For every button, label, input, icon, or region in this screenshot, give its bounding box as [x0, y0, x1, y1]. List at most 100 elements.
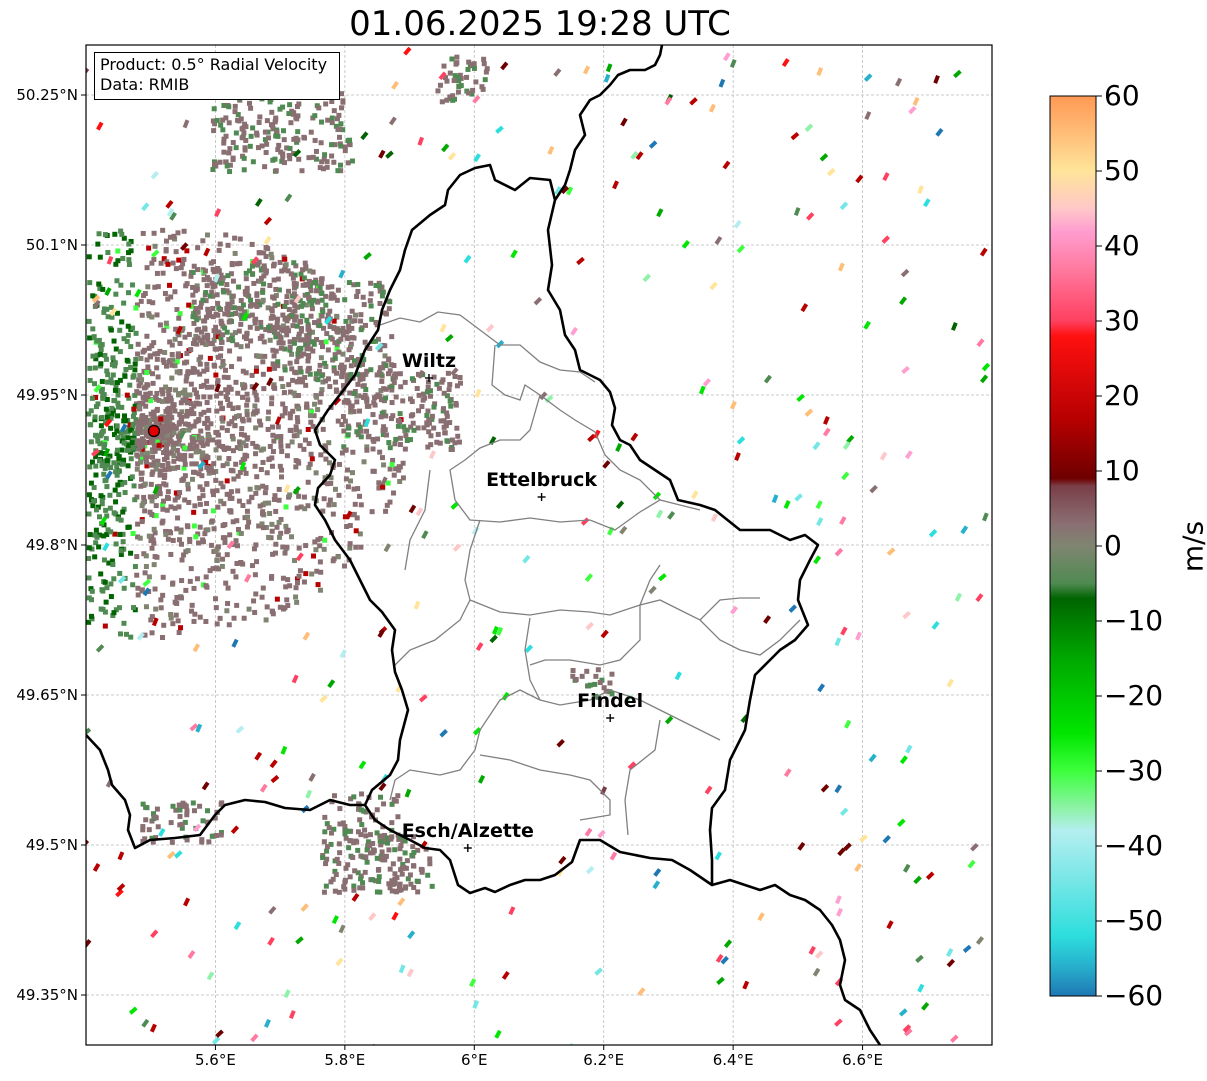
echo-cell	[283, 504, 289, 510]
echo-cell	[254, 559, 260, 565]
echo-cell	[154, 408, 160, 414]
echo-cell	[392, 880, 398, 886]
echo-cell	[95, 644, 105, 653]
echo-cell	[103, 418, 113, 428]
echo-cell	[182, 119, 190, 129]
echo-cell	[282, 303, 288, 309]
echo-cell	[374, 394, 380, 400]
echo-cell	[214, 292, 220, 298]
echo-cell	[425, 872, 431, 878]
echo-cell	[187, 578, 193, 584]
echo-cell	[182, 387, 188, 393]
echo-cell	[185, 524, 191, 530]
echo-cell	[150, 454, 156, 460]
echo-cell	[243, 291, 249, 297]
echo-cell	[355, 356, 361, 362]
echo-cell	[258, 422, 264, 428]
echo-cell	[114, 310, 120, 316]
echo-cell	[379, 849, 385, 855]
echo-cell	[243, 276, 249, 282]
echo-cell	[151, 540, 157, 546]
echo-cell	[254, 197, 263, 207]
echo-cell	[207, 293, 213, 299]
echo-cell	[169, 211, 177, 221]
echo-cell	[313, 470, 319, 476]
echo-cell	[333, 123, 339, 129]
echo-cell	[131, 373, 137, 379]
echo-cell	[163, 408, 169, 414]
echo-cell	[313, 547, 319, 553]
echo-cell	[191, 808, 197, 814]
echo-cell	[239, 135, 245, 141]
echo-cell	[332, 340, 338, 346]
echo-cell	[126, 262, 132, 268]
echo-cell	[153, 493, 159, 499]
echo-cell	[391, 472, 397, 478]
echo-cell	[117, 575, 127, 584]
echo-cell	[472, 1000, 480, 1009]
echo-cell	[326, 502, 332, 508]
echo-cell	[277, 106, 283, 112]
echo-cell	[348, 407, 354, 413]
echo-cell	[570, 326, 578, 336]
echo-cell	[175, 351, 181, 357]
echo-cell	[349, 318, 355, 324]
echo-cell	[637, 987, 646, 997]
echo-cell	[345, 335, 351, 341]
echo-cell	[212, 333, 218, 339]
echo-cell	[112, 531, 118, 537]
echo-cell	[254, 303, 260, 309]
echo-cell	[427, 856, 433, 862]
echo-cell	[279, 448, 285, 454]
echo-cell	[233, 310, 239, 316]
echo-cell	[336, 860, 342, 866]
echo-cell	[212, 121, 218, 127]
echo-cell	[254, 365, 260, 371]
echo-cell	[343, 318, 349, 324]
echo-cell	[346, 400, 352, 406]
echo-cell	[216, 443, 222, 449]
echo-cell	[169, 362, 175, 368]
echo-cell	[287, 102, 293, 108]
echo-cell	[190, 292, 196, 298]
echo-cell	[667, 510, 676, 520]
echo-cell	[306, 352, 312, 358]
echo-cell	[224, 163, 230, 169]
echo-cell	[314, 288, 320, 294]
echo-cell	[164, 507, 170, 513]
echo-cell	[118, 551, 124, 557]
echo-cell	[99, 501, 105, 507]
echo-cell	[209, 341, 215, 347]
echo-cell	[474, 388, 482, 398]
echo-cell	[235, 305, 241, 311]
echo-cell	[855, 174, 864, 184]
echo-cell	[223, 394, 229, 400]
echo-cell	[826, 167, 836, 177]
echo-cell	[180, 326, 186, 332]
echo-cell	[214, 621, 220, 627]
echo-cell	[175, 230, 181, 236]
echo-cell	[101, 442, 107, 448]
echo-cell	[319, 373, 325, 379]
echo-cell	[238, 446, 244, 452]
echo-cell	[296, 429, 302, 435]
echo-cell	[294, 323, 300, 329]
echo-cell	[149, 512, 155, 518]
echo-cell	[167, 437, 173, 443]
echo-cell	[107, 492, 113, 498]
echo-cell	[214, 429, 220, 435]
echo-cell	[91, 448, 100, 457]
echo-cell	[244, 287, 250, 293]
echo-cell	[334, 856, 340, 862]
echo-cell	[209, 289, 215, 295]
echo-cell	[658, 573, 667, 582]
echo-cell	[143, 414, 149, 420]
echo-cell	[439, 379, 445, 385]
echo-cell	[170, 357, 176, 363]
echo-cell	[86, 595, 92, 601]
echo-cell	[393, 436, 399, 442]
echo-cell	[225, 600, 231, 606]
echo-cell	[225, 585, 231, 591]
echo-cell	[279, 467, 285, 473]
echo-cell	[249, 494, 255, 500]
